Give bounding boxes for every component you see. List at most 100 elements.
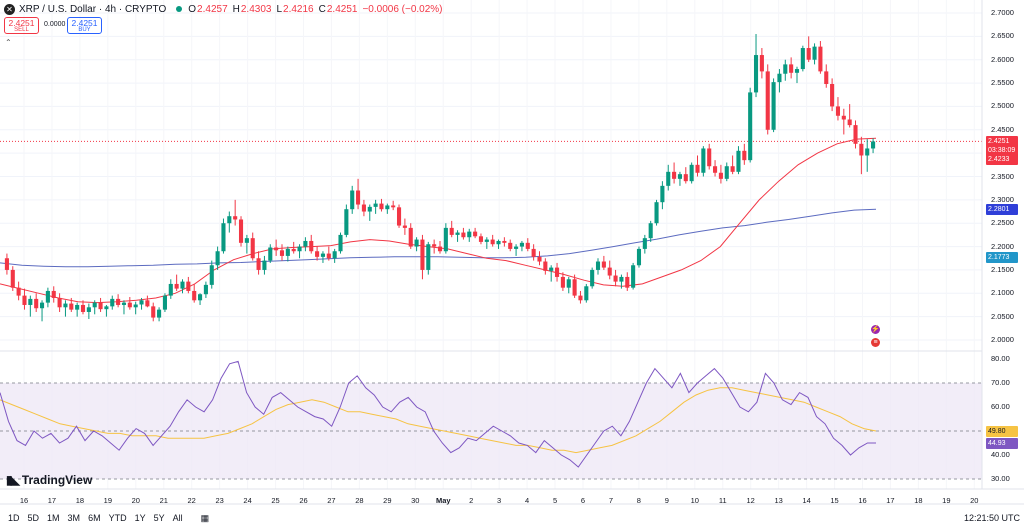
range-6m[interactable]: 6M	[88, 513, 101, 523]
ohlc-label-high: H	[232, 3, 240, 15]
candle-body	[830, 84, 835, 107]
candle-body	[227, 216, 232, 224]
candle-body	[221, 223, 226, 252]
candle-body	[344, 209, 349, 235]
candle-body	[777, 73, 782, 83]
time-tick-label: 15	[830, 496, 839, 505]
candle-body	[420, 239, 425, 270]
candle-body	[402, 225, 407, 228]
time-tick-label: 25	[271, 496, 280, 505]
xrp-icon: ✕	[4, 3, 15, 15]
candle-body	[291, 248, 296, 252]
tradingview-mark-icon: ▮◣	[6, 473, 20, 487]
candle-body	[309, 240, 314, 252]
candle-body	[683, 174, 688, 182]
candle-body	[133, 304, 138, 308]
candle-body	[4, 258, 9, 270]
rsi-pill: 44.93	[986, 438, 1018, 450]
candle-body	[818, 46, 823, 72]
range-all[interactable]: All	[172, 513, 183, 523]
candle-body	[367, 206, 372, 212]
candle-body	[812, 46, 817, 60]
tradingview-wordmark: TradingView	[21, 473, 93, 487]
candle-body	[192, 290, 197, 301]
candle-body	[297, 246, 302, 252]
utc-clock[interactable]: 12:21:50 UTC	[963, 513, 1020, 523]
price-tick-label: 2.0500	[991, 311, 1014, 321]
sell-label: SELL	[14, 27, 29, 33]
price-tick-label: 2.4500	[991, 124, 1014, 134]
range-1d[interactable]: 1D	[8, 513, 20, 523]
range-3m[interactable]: 3M	[67, 513, 81, 523]
candle-body	[63, 303, 68, 308]
candle-body	[209, 265, 214, 285]
candle-body	[51, 290, 56, 298]
candle-body	[560, 276, 565, 288]
candle-body	[373, 203, 378, 207]
candle-body	[28, 298, 33, 305]
range-ytd[interactable]: YTD	[108, 513, 127, 523]
sell-button[interactable]: 2.4251 SELL	[4, 17, 39, 34]
candle-body	[86, 307, 91, 312]
candle-body	[549, 267, 554, 271]
rsi-tick-label: 40.00	[991, 450, 1010, 459]
candle-body	[824, 71, 829, 85]
time-tick-label: 17	[47, 496, 57, 505]
candle-body	[478, 236, 484, 242]
candle-body	[121, 302, 127, 305]
rsi-tick-label: 60.00	[991, 402, 1010, 411]
candle-body	[98, 302, 103, 310]
candle-body	[695, 164, 700, 173]
range-5y[interactable]: 5Y	[153, 513, 165, 523]
candle-body	[584, 286, 589, 301]
candle-body	[642, 238, 647, 249]
candle-body	[619, 276, 624, 282]
lightning-icon[interactable]: ⚡	[871, 325, 880, 334]
candle-body	[10, 269, 15, 288]
time-tick-label: 10	[690, 496, 699, 505]
candle-body	[713, 166, 718, 173]
candle-body	[677, 174, 682, 179]
candle-body	[151, 306, 156, 318]
price-tick-label: 2.3000	[991, 194, 1014, 204]
candle-body	[180, 281, 185, 289]
candle-body	[461, 232, 466, 238]
time-tick-label: 28	[355, 496, 364, 505]
us-flag-icon[interactable]: ≡	[871, 338, 880, 347]
candle-body	[707, 148, 712, 167]
candle-body	[34, 298, 39, 309]
range-1y[interactable]: 1Y	[134, 513, 146, 523]
candle-body	[186, 281, 191, 291]
price-tick-label: 2.0000	[991, 335, 1014, 344]
candle-body	[80, 304, 86, 312]
ohlc-value-open: 2.4257	[197, 3, 228, 15]
candle-body	[736, 150, 741, 172]
candles-layer	[4, 34, 876, 322]
candle-body	[748, 92, 753, 161]
candle-body	[625, 276, 630, 288]
candle-body	[69, 303, 74, 310]
range-5d[interactable]: 5D	[27, 513, 40, 523]
candle-body	[519, 242, 524, 247]
symbol-title[interactable]: XRP / U.S. Dollar · 4h · CRYPTO	[19, 3, 167, 15]
buy-button[interactable]: 2.4251 BUY	[67, 17, 102, 34]
range-1m[interactable]: 1M	[47, 513, 60, 523]
candle-body	[408, 227, 413, 247]
candle-body	[595, 261, 601, 270]
candle-body	[508, 242, 513, 249]
calendar-range-icon[interactable]: ▦	[200, 512, 210, 523]
candle-body	[75, 304, 80, 310]
candle-body	[566, 279, 571, 288]
candle-body	[648, 223, 653, 239]
candle-body	[174, 283, 179, 289]
candle-body	[590, 269, 595, 287]
candle-body	[660, 185, 665, 203]
market-open-dot	[176, 6, 183, 12]
candle-body	[262, 260, 267, 270]
chevron-up-icon[interactable]: ⌃	[5, 38, 12, 47]
candle-body	[496, 240, 501, 245]
candle-body	[414, 239, 419, 247]
ohlc-label-low: L	[276, 3, 283, 15]
candle-body	[789, 64, 794, 73]
